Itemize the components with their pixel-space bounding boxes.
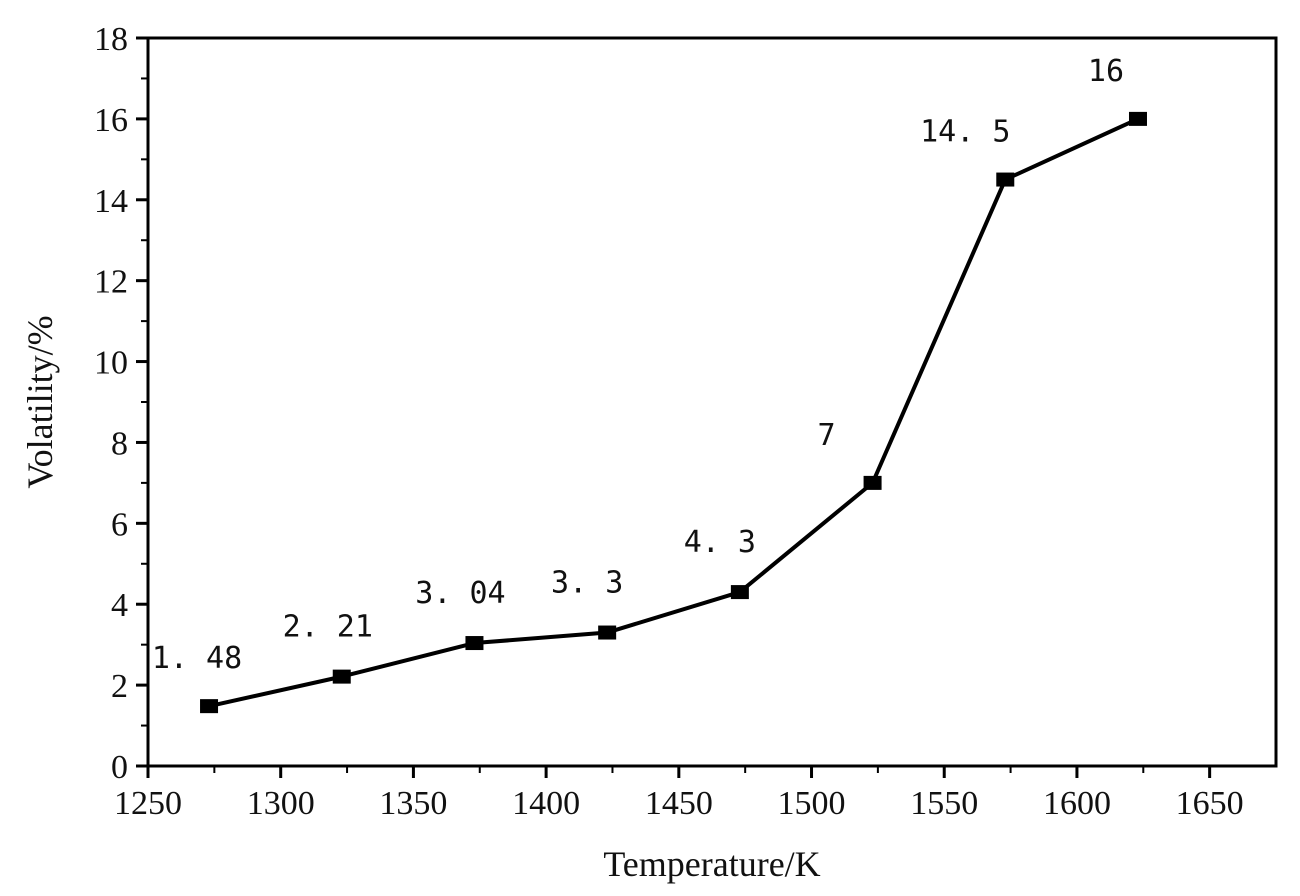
data-labels: 1. 48 2. 21 3. 04 3. 3 4. 3 7 14. 5 16 [152,54,1124,676]
data-label: 3. 3 [551,566,623,601]
y-tick-label: 2 [111,668,128,705]
data-label: 16 [1088,54,1124,89]
data-point-marker [598,625,617,640]
y-tick-label: 14 [94,183,128,220]
data-label: 3. 04 [415,576,505,611]
data-label: 2. 21 [283,610,373,645]
y-tick-label: 6 [111,506,128,543]
y-tick-label: 16 [94,102,128,139]
y-tick-label: 8 [111,425,128,462]
x-tick-label: 1350 [379,785,447,822]
major-ticks [136,36,1212,778]
y-tick-label: 0 [111,749,128,786]
x-tick-label: 1400 [512,785,580,822]
data-point-marker [332,669,351,684]
y-tick-label: 18 [94,21,128,58]
data-point-marker [863,475,882,490]
x-tick-label: 1650 [1176,785,1244,822]
series-line [208,117,1139,709]
data-label: 1. 48 [152,641,242,676]
y-tick-label: 10 [94,345,128,382]
data-point-marker [730,585,749,600]
data-point-marker [465,636,484,651]
data-label: 14. 5 [920,115,1010,150]
data-label: 7 [818,418,836,453]
x-tick-label: 1450 [645,785,713,822]
data-point-marker [1128,111,1147,126]
y-tick-label: 4 [111,587,128,624]
y-tick-label: 12 [94,264,128,301]
plot-frame [146,36,1278,768]
minor-ticks [141,77,1145,773]
data-point-marker [200,699,219,714]
x-axis-title: Temperature/K [603,844,820,884]
x-tick-labels: 1250 1300 1350 1400 1450 1500 1550 1600 … [114,785,1244,822]
data-point-marker [996,172,1015,187]
x-tick-label: 1300 [247,785,315,822]
data-label: 4. 3 [684,525,756,560]
y-axis-title: Volatility/% [20,315,60,488]
data-markers [200,111,1147,714]
x-tick-label: 1250 [114,785,182,822]
x-tick-label: 1550 [910,785,978,822]
x-tick-label: 1600 [1043,785,1111,822]
x-tick-label: 1500 [778,785,846,822]
y-tick-labels: 0 2 4 6 8 10 12 14 16 18 [94,21,128,786]
